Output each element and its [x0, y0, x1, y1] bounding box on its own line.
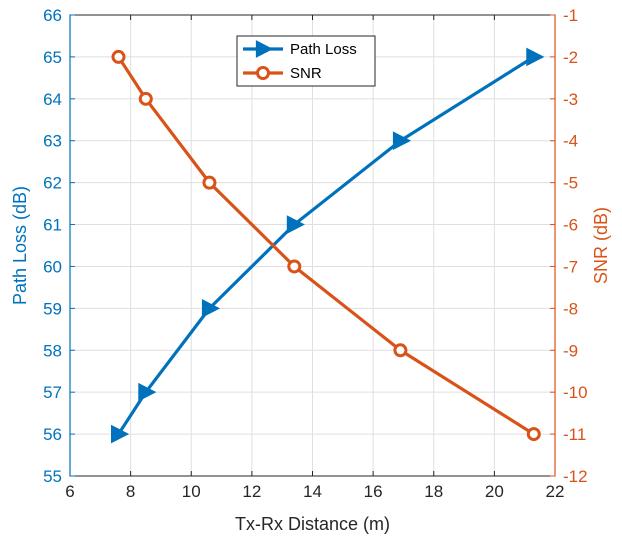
left-y-tick-label: 59 — [43, 299, 62, 318]
path-loss-marker — [138, 382, 157, 402]
path-loss-series — [111, 47, 545, 444]
path-loss-marker — [526, 47, 545, 67]
x-tick-label: 12 — [242, 482, 261, 501]
series-layer — [111, 47, 545, 444]
right-y-tick-label: -3 — [563, 90, 578, 109]
snr-series — [111, 49, 541, 442]
x-tick-label: 18 — [424, 482, 443, 501]
legend-item: SNR — [243, 65, 322, 82]
legend-item: Path Loss — [243, 40, 357, 58]
x-tick-label: 14 — [303, 482, 322, 501]
path-loss-marker — [201, 299, 221, 318]
right-y-tick-label: -12 — [563, 467, 588, 486]
x-tick-label: 10 — [182, 482, 201, 501]
left-y-tick-label: 61 — [43, 216, 62, 235]
path-loss-marker — [392, 131, 412, 151]
legend: Path Loss SNR — [236, 35, 376, 87]
path-loss-marker — [286, 215, 305, 234]
x-tick-label: 20 — [485, 482, 504, 501]
legend-marker-triangle — [255, 40, 274, 58]
left-y-tick-label: 63 — [43, 132, 62, 151]
legend-marker-circle — [256, 66, 270, 80]
left-y-tick-label: 62 — [43, 174, 62, 193]
right-y-tick-label: -6 — [563, 216, 578, 235]
x-tick-label: 8 — [126, 482, 135, 501]
left-y-axis-ticks: 55 56 57 58 59 60 61 62 63 64 65 66 — [43, 6, 75, 486]
x-axis-ticks: 6 8 10 12 14 16 18 20 22 — [65, 15, 564, 501]
snr-marker — [138, 91, 153, 106]
left-y-tick-label: 65 — [43, 48, 62, 67]
x-tick-label: 16 — [364, 482, 383, 501]
right-y-axis-ticks: -12 -11 -10 -9 -8 -7 -6 -5 -4 -3 -2 -1 — [550, 6, 588, 486]
snr-marker — [393, 343, 408, 358]
snr-marker — [526, 427, 541, 442]
right-y-tick-label: -10 — [563, 383, 588, 402]
legend-label: Path Loss — [290, 41, 357, 58]
left-y-axis-title: Path Loss (dB) — [10, 186, 30, 305]
right-y-tick-label: -11 — [563, 425, 586, 444]
left-y-tick-label: 64 — [43, 90, 62, 109]
x-tick-label: 6 — [65, 482, 74, 501]
left-y-tick-label: 66 — [43, 6, 62, 25]
left-y-tick-label: 57 — [43, 383, 62, 402]
left-y-tick-label: 56 — [43, 425, 62, 444]
x-axis-title: Tx-Rx Distance (m) — [235, 514, 390, 534]
legend-label: SNR — [290, 65, 322, 82]
right-y-tick-label: -5 — [563, 174, 578, 193]
right-y-tick-label: -7 — [563, 257, 578, 276]
snr-marker — [287, 259, 302, 274]
left-y-tick-label: 58 — [43, 341, 62, 360]
left-y-tick-label: 60 — [43, 257, 62, 276]
right-y-tick-label: -8 — [563, 299, 578, 318]
snr-marker — [202, 175, 217, 190]
x-tick-label: 22 — [546, 482, 565, 501]
right-y-tick-label: -9 — [563, 341, 578, 360]
right-y-tick-label: -4 — [563, 132, 578, 151]
path-loss-marker — [111, 424, 130, 444]
right-y-axis-title: SNR (dB) — [591, 207, 611, 284]
left-y-tick-label: 55 — [43, 467, 62, 486]
snr-marker — [111, 49, 126, 64]
right-y-tick-label: -1 — [563, 6, 578, 25]
snr-line — [117, 56, 535, 436]
right-y-tick-label: -2 — [563, 48, 578, 67]
